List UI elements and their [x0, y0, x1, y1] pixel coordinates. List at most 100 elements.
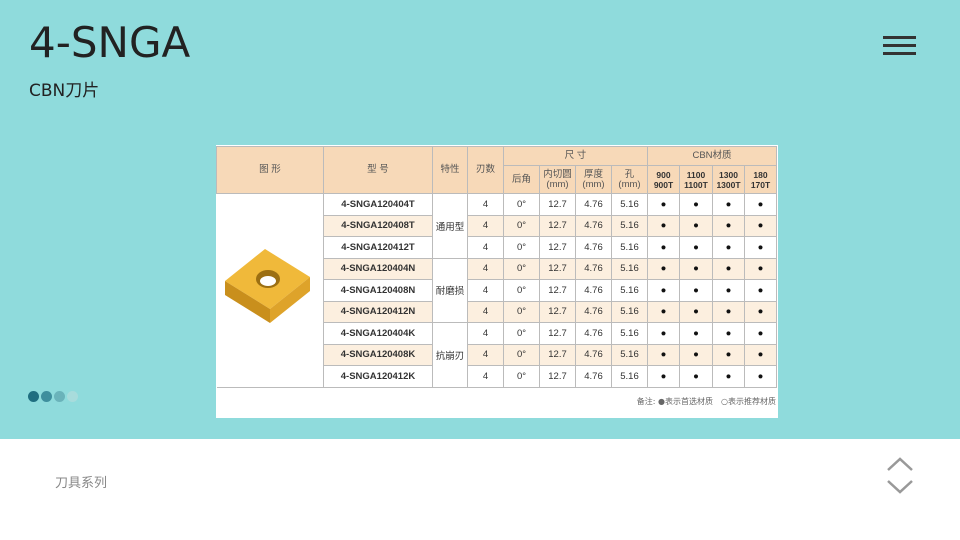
edges-cell: 4: [467, 300, 504, 323]
edges-cell: 4: [467, 365, 504, 388]
header-line: (mm): [618, 178, 641, 190]
cbn-dot-cell: ●: [744, 300, 777, 323]
header-line: 1300: [719, 169, 738, 180]
cbn-dot-cell: ●: [647, 365, 680, 388]
angle-cell: 0°: [503, 300, 540, 323]
feature-cell: 通用型: [432, 193, 468, 259]
hole-cell: 5.16: [611, 236, 648, 259]
ic-cell: 12.7: [539, 322, 576, 345]
angle-cell: 0°: [503, 322, 540, 345]
hole-cell: 5.16: [611, 322, 648, 345]
carousel-dot[interactable]: [41, 391, 52, 402]
cbn-dot-cell: ●: [679, 343, 713, 366]
header-line: 170T: [750, 179, 771, 190]
angle-cell: 0°: [503, 257, 540, 280]
ic-cell: 12.7: [539, 300, 576, 323]
footer-category-label: 刀具系列: [55, 476, 108, 491]
angle-cell: 0°: [503, 343, 540, 366]
model-cell: 4-SNGA120404K: [323, 322, 433, 345]
model-cell: 4-SNGA120404T: [323, 193, 433, 216]
angle-cell: 0°: [503, 365, 540, 388]
thick-cell: 4.76: [575, 214, 612, 237]
page-title: 4-SNGA: [29, 18, 191, 67]
carousel-dot[interactable]: [28, 391, 39, 402]
hamburger-menu-icon[interactable]: [883, 36, 916, 56]
model-cell: 4-SNGA120408T: [323, 214, 433, 237]
spec-table: 图 形 型 号 特性 刃数 尺 寸 CBN材质 后角 内切圆 (mm) 厚度 (mm) 孔…: [216, 146, 777, 388]
header-line: 厚度: [583, 168, 603, 180]
cbn-dot-cell: ●: [744, 193, 777, 216]
cbn-dot-cell: ●: [679, 279, 713, 302]
ic-cell: 12.7: [539, 193, 576, 216]
header-size-col: 内切圆 (mm): [539, 165, 576, 194]
header-line: 900: [656, 169, 671, 180]
thick-cell: 4.76: [575, 279, 612, 302]
thick-cell: 4.76: [575, 343, 612, 366]
hole-cell: 5.16: [611, 193, 648, 216]
cbn-dot-cell: ●: [647, 279, 680, 302]
header-line: 1100: [686, 169, 706, 180]
header-line: 后角: [511, 173, 531, 185]
header-cbn-col: 180 170T: [744, 165, 777, 194]
cbn-dot-cell: ●: [712, 365, 745, 388]
product-table-image: 图 形 型 号 特性 刃数 尺 寸 CBN材质 后角 内切圆 (mm) 厚度 (mm) 孔…: [216, 145, 778, 418]
ic-cell: 12.7: [539, 257, 576, 280]
table-row: 4-SNGA120412T 4 0° 12.7 4.76 5.16 ● ● ● ●: [217, 236, 777, 259]
header-size-col: 后角: [503, 165, 540, 194]
hole-cell: 5.16: [611, 343, 648, 366]
table-row: 4-SNGA120412K 4 0° 12.7 4.76 5.16 ● ● ● ●: [217, 365, 777, 388]
hole-cell: 5.16: [611, 214, 648, 237]
edges-cell: 4: [467, 322, 504, 345]
model-cell: 4-SNGA120412K: [323, 365, 433, 388]
model-cell: 4-SNGA120404N: [323, 257, 433, 280]
cbn-dot-cell: ●: [744, 236, 777, 259]
header-line: 900T: [653, 179, 674, 190]
carousel-dots: [28, 391, 78, 402]
chevron-down-icon[interactable]: [885, 478, 915, 496]
thick-cell: 4.76: [575, 365, 612, 388]
ic-cell: 12.7: [539, 365, 576, 388]
header-line: 孔: [624, 168, 635, 180]
cbn-dot-cell: ●: [744, 214, 777, 237]
header-size: 尺 寸: [503, 146, 648, 166]
table-row: 4-SNGA120404T 通用型 4 0° 12.7 4.76 5.16 ● ● ● ●: [216, 193, 777, 388]
table-row: 4-SNGA120404N 耐磨损 4 0° 12.7 4.76 5.16 ● ● ● ●: [217, 257, 777, 323]
ic-cell: 12.7: [539, 279, 576, 302]
header-model: 型 号: [323, 146, 433, 194]
ic-cell: 12.7: [539, 236, 576, 259]
cbn-dot-cell: ●: [712, 343, 745, 366]
cbn-dot-cell: ●: [679, 257, 713, 280]
cbn-dot-cell: ●: [744, 365, 777, 388]
header-line: 1300T: [716, 179, 741, 190]
cbn-dot-cell: ●: [647, 257, 680, 280]
header-line: (mm): [582, 178, 605, 190]
chevron-up-icon[interactable]: [885, 455, 915, 473]
cbn-dot-cell: ●: [647, 300, 680, 323]
cbn-dot-cell: ●: [647, 214, 680, 237]
ic-cell: 12.7: [539, 343, 576, 366]
cbn-dot-cell: ●: [744, 279, 777, 302]
carousel-dot[interactable]: [54, 391, 65, 402]
carousel-dot[interactable]: [67, 391, 78, 402]
snga-insert-icon: [224, 248, 310, 323]
page-subtitle: CBN刀片: [29, 81, 100, 101]
cbn-dot-cell: ●: [647, 322, 680, 345]
model-cell: 4-SNGA120412N: [323, 300, 433, 323]
edges-cell: 4: [467, 257, 504, 280]
table-note: 备注: ●表示首选材质 ○表示推荐材质: [636, 397, 776, 406]
header-line: 180: [753, 169, 768, 180]
header-cbn-col: 900 900T: [647, 165, 680, 194]
cbn-dot-cell: ●: [679, 193, 713, 216]
header-size-col: 孔 (mm): [611, 165, 648, 194]
angle-cell: 0°: [503, 193, 540, 216]
cbn-dot-cell: ●: [744, 322, 777, 345]
header-cbn-col: 1100 1100T: [679, 165, 713, 194]
hole-cell: 5.16: [611, 365, 648, 388]
cbn-dot-cell: ●: [647, 343, 680, 366]
cbn-dot-cell: ●: [712, 300, 745, 323]
header-cbn: CBN材质: [647, 146, 777, 166]
thick-cell: 4.76: [575, 193, 612, 216]
header-size-col: 厚度 (mm): [575, 165, 612, 194]
insert-image: [216, 193, 324, 388]
cbn-dot-cell: ●: [679, 214, 713, 237]
